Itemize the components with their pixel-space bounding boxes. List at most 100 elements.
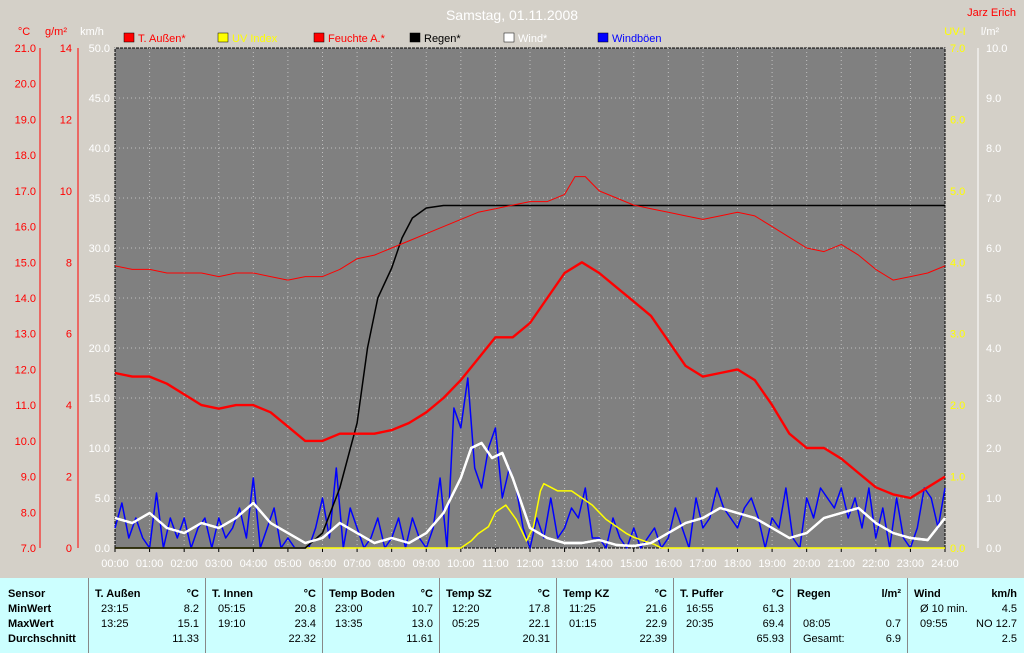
x-tick-label: 24:00 <box>931 558 959 570</box>
wind-tick-label: 20.0 <box>89 343 110 355</box>
stats-cell-max_time: 20:35 <box>686 618 714 630</box>
rain-axis-label: l/m² <box>981 26 1000 38</box>
stats-row: 2.5 <box>908 632 1023 647</box>
uv-tick-label: 4.0 <box>950 257 965 269</box>
wind-tick-label: 45.0 <box>89 93 110 105</box>
stats-cell-name: T. Außen <box>95 588 141 600</box>
stats-cell-avg: 22.39 <box>639 633 667 645</box>
stats-row: Temp Boden °C <box>323 587 439 602</box>
x-tick-label: 21:00 <box>827 558 855 570</box>
wind-tick-label: 50.0 <box>89 43 110 55</box>
stats-cell-min_val: 20.8 <box>294 603 316 615</box>
stats-cell-name: Temp SZ <box>446 588 492 600</box>
temp-tick-label: 18.0 <box>15 150 36 162</box>
wind-tick-label: 10.0 <box>89 443 110 455</box>
temp-axis-label: °C <box>18 26 30 38</box>
chart-area: 00:00 01:00 02:00 03:00 04:00 05:00 06:00 07:00… <box>15 7 1016 570</box>
stats-cell-avg: 6.9 <box>885 633 901 645</box>
uv-axis-label: UV-I <box>944 26 965 38</box>
uv-tick-label: 2.0 <box>950 400 965 412</box>
stats-cell-min_time: 05:15 <box>218 603 246 615</box>
stats-column: T. Außen °C 23:15 8.2 13:25 15.1 11.33 <box>89 578 206 653</box>
x-tick-label: 12:00 <box>516 558 544 570</box>
x-tick-label: 10:00 <box>447 558 475 570</box>
wind-tick-label: 0.0 <box>95 543 110 555</box>
stats-row: 11.33 <box>89 632 205 647</box>
stats-cell-avg: 22.32 <box>288 633 316 645</box>
stats-row: 08:05 0.7 <box>791 617 907 632</box>
humidity-tick-label: 8 <box>66 257 72 269</box>
row-label-avg: Durchschnitt <box>8 633 76 645</box>
stats-cell-min_time: 23:15 <box>101 603 129 615</box>
wind-tick-label: 15.0 <box>89 393 110 405</box>
stats-row: Gesamt: 6.9 <box>791 632 907 647</box>
rain-tick-label: 9.0 <box>986 93 1001 105</box>
stats-cell-max_time: 05:25 <box>452 618 480 630</box>
stats-cell-name: Temp KZ <box>563 588 610 600</box>
stats-cell-unit: °C <box>186 588 199 600</box>
stats-cell-min_time: 11:25 <box>569 603 596 615</box>
stats-cell-unit: km/h <box>991 588 1017 600</box>
stats-row: 05:15 20.8 <box>206 602 322 617</box>
stats-cell-min_time: Ø 10 min. <box>920 603 968 615</box>
wind-tick-label: 30.0 <box>89 243 110 255</box>
legend-label: Wind* <box>518 33 548 45</box>
rain-tick-label: 1.0 <box>986 493 1001 505</box>
rain-tick-label: 4.0 <box>986 343 1001 355</box>
stats-cell-avg: 11.33 <box>172 633 199 645</box>
stats-row: 16:55 61.3 <box>674 602 790 617</box>
series-line <box>115 482 945 549</box>
stats-cell-avg: 65.93 <box>756 633 784 645</box>
stats-cell-min_time: 12:20 <box>452 603 480 615</box>
legend-swatch <box>217 32 229 43</box>
stats-row <box>791 602 907 617</box>
x-tick-label: 05:00 <box>274 558 302 570</box>
stats-cell-max_val: 13.0 <box>411 618 433 630</box>
stats-row: 20:35 69.4 <box>674 617 790 632</box>
stats-row: 13:35 13.0 <box>323 617 439 632</box>
rain-tick-label: 0.0 <box>986 543 1001 555</box>
stats-row: 05:25 22.1 <box>440 617 556 632</box>
series-line <box>114 377 946 549</box>
x-tick-label: 22:00 <box>862 558 890 570</box>
humidity-axis-label: g/m² <box>45 26 67 38</box>
stats-cell-avg: 20.31 <box>522 633 550 645</box>
stats-cell-min_time: 23:00 <box>335 603 363 615</box>
stats-cell-name: T. Innen <box>212 588 253 600</box>
humidity-tick-label: 4 <box>66 400 72 412</box>
stats-cell-max_val: 22.9 <box>645 618 667 630</box>
stats-row: 65.93 <box>674 632 790 647</box>
stats-cell-min_val: 4.5 <box>1001 603 1017 615</box>
x-tick-label: 08:00 <box>378 558 406 570</box>
chart-title: Samstag, 01.11.2008 <box>446 7 578 23</box>
legend-swatch <box>503 32 515 43</box>
x-tick-label: 15:00 <box>620 558 648 570</box>
wind-tick-label: 40.0 <box>89 143 110 155</box>
wind-tick-label: 5.0 <box>95 493 110 505</box>
stats-cell-name: Wind <box>914 588 941 600</box>
stats-cell-max_val: 23.4 <box>294 618 316 630</box>
humidity-tick-label: 12 <box>60 114 72 126</box>
stats-row: T. Innen °C <box>206 587 322 602</box>
rain-tick-label: 3.0 <box>986 393 1001 405</box>
legend-swatch <box>313 32 325 43</box>
stats-row: 11.61 <box>323 632 439 647</box>
stats-cell-unit: °C <box>420 588 433 600</box>
rain-tick-label: 7.0 <box>986 193 1001 205</box>
humidity-tick-label: 6 <box>66 329 72 341</box>
temp-tick-label: 13.0 <box>15 329 36 341</box>
stats-column: Temp Boden °C 23:00 10.7 13:35 13.0 11.61 <box>323 578 440 653</box>
stats-cell-max_val: 0.7 <box>885 618 901 630</box>
x-tick-label: 03:00 <box>205 558 233 570</box>
stats-table: Sensor MinWert MaxWert Durchschnitt T. A… <box>0 578 1024 653</box>
temp-tick-label: 14.0 <box>15 293 36 305</box>
humidity-tick-label: 10 <box>60 186 72 198</box>
x-tick-label: 04:00 <box>240 558 268 570</box>
stats-cell-max_time: 13:25 <box>101 618 129 630</box>
stats-cell-name: Temp Boden <box>329 588 395 600</box>
temp-tick-label: 8.0 <box>21 507 36 519</box>
temp-tick-label: 17.0 <box>15 186 36 198</box>
stats-row: 19:10 23.4 <box>206 617 322 632</box>
stats-column: T. Innen °C 05:15 20.8 19:10 23.4 22.32 <box>206 578 323 653</box>
chart-author: Jarz Erich <box>967 7 1016 19</box>
